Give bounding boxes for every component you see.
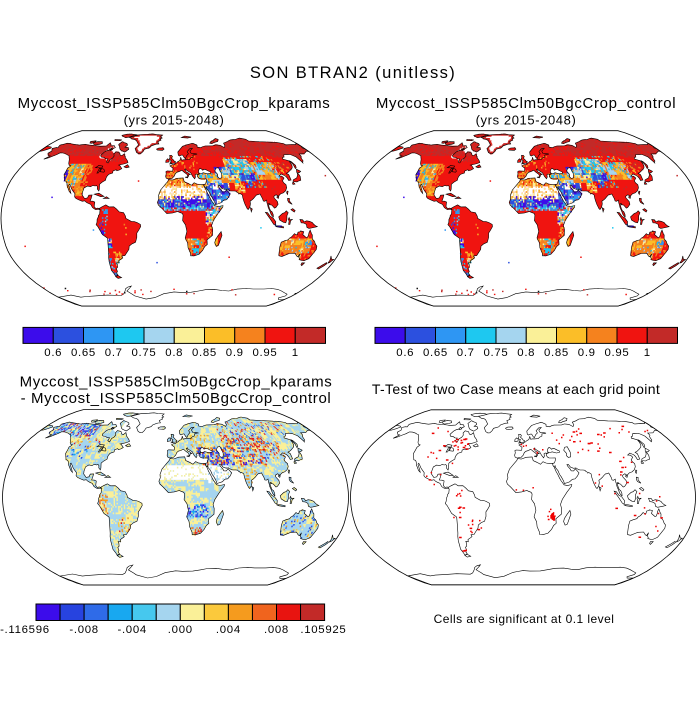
svg-text:.105925: .105925 [300,624,346,636]
svg-text:T-Test of two Case means at ea: T-Test of two Case means at each grid po… [372,381,660,397]
svg-text:1: 1 [644,347,651,359]
svg-text:1: 1 [292,347,299,359]
svg-text:0.8: 0.8 [165,347,183,359]
svg-text:-.004: -.004 [117,624,146,636]
svg-text:0.75: 0.75 [484,347,509,359]
svg-text:0.85: 0.85 [544,347,569,359]
svg-text:Cells are significant at 0.1 l: Cells are significant at 0.1 level [434,612,615,626]
svg-text:0.7: 0.7 [105,347,123,359]
svg-text:0.6: 0.6 [396,347,414,359]
svg-text:0.65: 0.65 [423,347,448,359]
svg-text:Myccost_ISSP585Clm50BgcCrop_kp: Myccost_ISSP585Clm50BgcCrop_kparams [20,374,333,391]
svg-text:Myccost_ISSP585Clm50BgcCrop_co: Myccost_ISSP585Clm50BgcCrop_control [376,95,676,112]
svg-text:0.6: 0.6 [44,347,62,359]
svg-text:0.65: 0.65 [71,347,96,359]
svg-text:-.116596: -.116596 [0,624,50,636]
svg-text:Myccost_ISSP585Clm50BgcCrop_kp: Myccost_ISSP585Clm50BgcCrop_kparams [18,95,331,112]
svg-text:SON BTRAN2 (unitless): SON BTRAN2 (unitless) [250,64,456,82]
svg-text:0.95: 0.95 [253,347,278,359]
svg-text:0.75: 0.75 [132,347,157,359]
svg-text:0.9: 0.9 [578,347,596,359]
svg-text:0.7: 0.7 [457,347,475,359]
svg-text:.000: .000 [168,624,193,636]
svg-text:0.85: 0.85 [192,347,217,359]
svg-text:.008: .008 [264,624,289,636]
svg-text:0.95: 0.95 [605,347,630,359]
svg-text:.004: .004 [216,624,241,636]
svg-text:(yrs 2015-2048): (yrs 2015-2048) [124,113,225,128]
svg-text:-.008: -.008 [69,624,98,636]
svg-text:- Myccost_ISSP585Clm50BgcCrop_: - Myccost_ISSP585Clm50BgcCrop_control [21,390,332,407]
svg-text:0.8: 0.8 [517,347,535,359]
svg-text:(yrs 2015-2048): (yrs 2015-2048) [476,113,577,128]
svg-text:0.9: 0.9 [226,347,244,359]
